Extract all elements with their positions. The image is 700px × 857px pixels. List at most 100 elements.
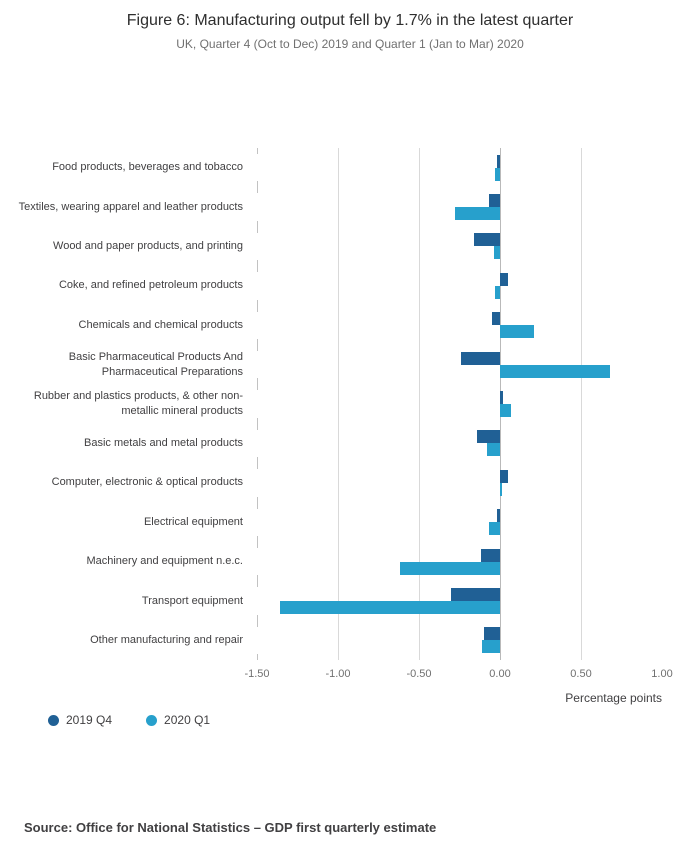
gridline (419, 148, 420, 660)
gridline (338, 148, 339, 660)
bar-2020-q1 (500, 325, 535, 339)
row-plot-cell (257, 187, 662, 226)
bar-2019-q4 (500, 272, 509, 286)
row-plot-cell (257, 384, 662, 423)
chart-row: Textiles, wearing apparel and leather pr… (0, 187, 700, 226)
x-axis-title: Percentage points (565, 691, 662, 705)
x-tick-label: 0.00 (489, 668, 511, 680)
category-axis-tick (257, 148, 258, 154)
category-label: Basic metals and metal products (84, 437, 243, 449)
chart-row: Wood and paper products, and printing (0, 227, 700, 266)
bar-2019-q4 (496, 509, 500, 523)
bar-2020-q1 (495, 285, 500, 299)
category-label: Wood and paper products, and printing (53, 240, 243, 253)
category-axis-tick (257, 299, 258, 312)
category-axis-tick (257, 417, 258, 430)
row-plot-cell (257, 503, 662, 542)
bar-2019-q4 (474, 233, 500, 247)
chart-row: Other manufacturing and repair (0, 621, 700, 660)
bar-2020-q1 (493, 246, 500, 260)
x-tick-label: -1.00 (325, 668, 351, 680)
category-label: Coke, and refined petroleum products (58, 279, 243, 292)
x-axis-tick-labels: -1.50 -1.00 -0.50 0.00 0.50 1.00 (244, 668, 672, 684)
bar-2020-q1 (495, 167, 500, 181)
category-axis-tick (257, 536, 258, 548)
legend-label-2020-q1: 2020 Q1 (164, 713, 211, 727)
chart-subtitle: UK, Quarter 4 (Oct to Dec) 2019 and Quar… (176, 37, 524, 51)
category-axis-tick (257, 339, 258, 351)
chart-row: Chemicals and chemical products (0, 306, 700, 345)
gridline (581, 148, 582, 660)
x-tick-label: 1.00 (651, 668, 673, 680)
category-label: Textiles, wearing apparel and leather pr… (18, 200, 243, 213)
legend-dot-2019-q4 (48, 714, 59, 726)
bar-2020-q1 (279, 600, 500, 614)
row-plot-cell (257, 581, 662, 620)
row-plot-cell (257, 148, 662, 187)
bar-2019-q4 (477, 430, 500, 444)
category-axis-tick (257, 260, 258, 273)
category-axis-tick (257, 220, 258, 233)
category-axis-tick (257, 614, 258, 627)
chart-row: Coke, and refined petroleum products (0, 266, 700, 305)
bar-2019-q4 (491, 312, 500, 326)
bar-2020-q1 (454, 207, 500, 221)
bar-2020-q1 (488, 522, 500, 536)
chart-row: Rubber and plastics products, & other no… (0, 384, 700, 423)
bar-2019-q4 (451, 587, 500, 601)
chart-row: Computer, electronic & optical products (0, 463, 700, 502)
row-plot-cell (257, 345, 662, 384)
category-label: Other manufacturing and repair (90, 633, 243, 646)
chart-rows: Food products, beverages and tobacco Text… (0, 148, 700, 660)
chart-row: Transport equipment (0, 581, 700, 620)
category-label: Food products, beverages and tobacco (52, 161, 243, 174)
row-plot-cell (257, 463, 662, 502)
category-label: Computer, electronic & optical products (51, 476, 243, 489)
bar-2020-q1 (500, 364, 611, 378)
x-tick-label: -1.50 (244, 668, 270, 680)
row-plot-cell (257, 424, 662, 463)
category-axis-tick (257, 378, 258, 391)
chart-row: Food products, beverages and tobacco (0, 148, 700, 187)
row-plot-cell (257, 542, 662, 581)
category-label: Machinery and equipment n.e.c. (86, 555, 243, 568)
bar-chart: Food products, beverages and tobacco Text… (0, 148, 700, 720)
bar-2020-q1 (500, 404, 512, 418)
chart-row: Electrical equipment (0, 503, 700, 542)
bar-2019-q4 (480, 548, 500, 562)
source-text: Source: Office for National Statistics –… (24, 820, 437, 835)
bar-2019-q4 (500, 391, 504, 405)
chart-row: Machinery and equipment n.e.c. (0, 542, 700, 581)
x-tick-label: 0.50 (570, 668, 592, 680)
bar-2020-q1 (399, 561, 500, 575)
row-plot-cell (257, 306, 662, 345)
row-plot-cell (257, 266, 662, 305)
chart-row: Basic metals and metal products (0, 424, 700, 463)
legend-dot-2020-q1 (146, 714, 158, 726)
row-plot-cell (257, 621, 662, 660)
legend-label-2019-q4: 2019 Q4 (66, 713, 113, 727)
category-axis-tick (257, 654, 258, 660)
category-label: Rubber and plastics products, & other no… (33, 390, 243, 418)
category-axis-tick (257, 575, 258, 588)
category-axis-tick (257, 457, 258, 470)
row-plot-cell (257, 227, 662, 266)
category-label: Transport equipment (141, 594, 243, 607)
category-label: Electrical equipment (143, 515, 243, 528)
category-axis-tick (257, 181, 258, 194)
bar-2019-q4 (483, 627, 500, 641)
bar-2019-q4 (496, 154, 500, 168)
chart-row: Basic Pharmaceutical Products And Pharma… (0, 345, 700, 384)
bar-2020-q1 (487, 443, 500, 457)
legend: 2019 Q4 2020 Q1 (48, 713, 210, 727)
category-label: Basic Pharmaceutical Products And Pharma… (68, 350, 243, 378)
legend-item-2020-q1: 2020 Q1 (146, 713, 210, 727)
bar-2020-q1 (500, 482, 502, 496)
chart-title: Figure 6: Manufacturing output fell by 1… (126, 12, 574, 29)
bar-2019-q4 (461, 351, 500, 365)
x-tick-label: -0.50 (406, 668, 432, 680)
bar-2019-q4 (488, 194, 500, 208)
bar-2019-q4 (500, 469, 509, 483)
bar-2020-q1 (482, 640, 500, 654)
